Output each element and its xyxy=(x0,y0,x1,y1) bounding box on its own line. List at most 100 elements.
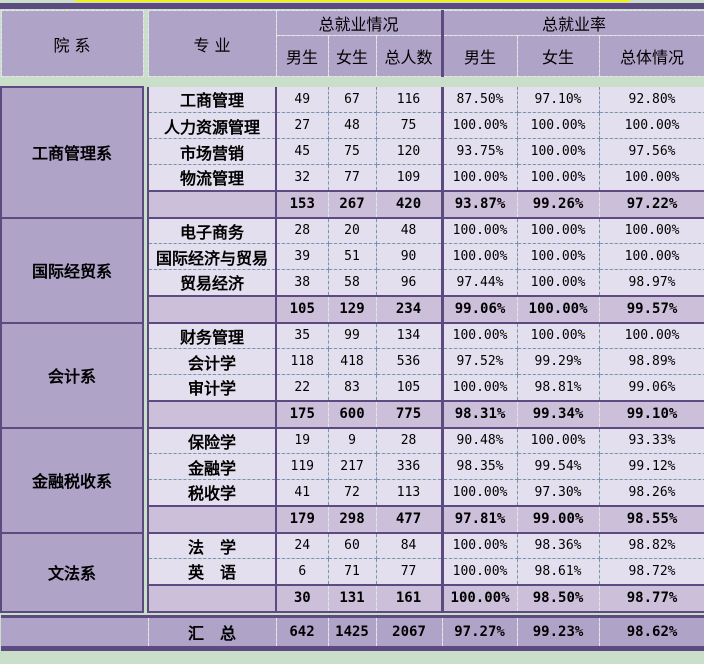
value-cell-rt[interactable]: 98.82% xyxy=(599,532,704,559)
major-cell[interactable]: 税收学 xyxy=(147,479,277,506)
value-cell-t[interactable]: 336 xyxy=(376,453,444,480)
value-cell-m[interactable]: 39 xyxy=(276,243,329,270)
value-cell-rm[interactable]: 100.00% xyxy=(442,112,518,139)
grand-total-cell-rf[interactable]: 99.23% xyxy=(517,615,600,651)
major-cell[interactable]: 国际经济与贸易 xyxy=(147,243,277,270)
subtotal-cell-t[interactable]: 234 xyxy=(376,294,444,324)
value-cell-rf[interactable]: 99.54% xyxy=(517,453,600,480)
value-cell-t[interactable]: 109 xyxy=(376,164,444,191)
subtotal-cell-rm[interactable]: 98.31% xyxy=(442,399,518,429)
value-cell-rf[interactable]: 100.00% xyxy=(517,164,600,191)
value-cell-f[interactable]: 58 xyxy=(328,269,377,296)
value-cell-t[interactable]: 536 xyxy=(376,348,444,375)
dept-cell[interactable]: 文法系 xyxy=(0,531,144,613)
major-cell[interactable]: 保险学 xyxy=(147,427,277,454)
value-cell-rm[interactable]: 100.00% xyxy=(442,164,518,191)
value-cell-rt[interactable]: 92.80% xyxy=(599,86,704,113)
value-cell-rt[interactable]: 100.00% xyxy=(599,164,704,191)
value-cell-rt[interactable]: 98.89% xyxy=(599,348,704,375)
major-cell[interactable]: 财务管理 xyxy=(147,322,277,349)
value-cell-f[interactable]: 72 xyxy=(328,479,377,506)
subtotal-cell-rf[interactable]: 99.00% xyxy=(517,504,600,534)
value-cell-rf[interactable]: 100.00% xyxy=(517,269,600,296)
value-cell-t[interactable]: 75 xyxy=(376,112,444,139)
subtotal-label-cell[interactable] xyxy=(147,504,277,534)
value-cell-m[interactable]: 24 xyxy=(276,532,329,559)
major-cell[interactable]: 人力资源管理 xyxy=(147,112,277,139)
grand-total-blank[interactable] xyxy=(1,615,149,651)
value-cell-t[interactable]: 116 xyxy=(376,86,444,113)
subtotal-cell-t[interactable]: 477 xyxy=(376,504,444,534)
grand-total-cell-f[interactable]: 1425 xyxy=(328,615,377,651)
dept-cell[interactable]: 工商管理系 xyxy=(0,85,144,219)
value-cell-t[interactable]: 96 xyxy=(376,269,444,296)
value-cell-t[interactable]: 90 xyxy=(376,243,444,270)
major-cell[interactable]: 电子商务 xyxy=(147,217,277,244)
value-cell-rt[interactable]: 99.12% xyxy=(599,453,704,480)
subtotal-cell-t[interactable]: 775 xyxy=(376,399,444,429)
value-cell-rt[interactable]: 98.97% xyxy=(599,269,704,296)
value-cell-rm[interactable]: 90.48% xyxy=(442,427,518,454)
value-cell-rt[interactable]: 100.00% xyxy=(599,217,704,244)
value-cell-rm[interactable]: 100.00% xyxy=(442,243,518,270)
value-cell-f[interactable]: 99 xyxy=(328,322,377,349)
value-cell-f[interactable]: 67 xyxy=(328,86,377,113)
value-cell-m[interactable]: 27 xyxy=(276,112,329,139)
subtotal-label-cell[interactable] xyxy=(147,583,277,613)
subtotal-cell-rf[interactable]: 99.34% xyxy=(517,399,600,429)
subtotal-cell-t[interactable]: 161 xyxy=(376,583,444,613)
subtotal-cell-m[interactable]: 179 xyxy=(276,504,329,534)
value-cell-m[interactable]: 119 xyxy=(276,453,329,480)
value-cell-f[interactable]: 418 xyxy=(328,348,377,375)
subtotal-cell-f[interactable]: 131 xyxy=(328,583,377,613)
value-cell-rt[interactable]: 98.72% xyxy=(599,558,704,585)
value-cell-m[interactable]: 41 xyxy=(276,479,329,506)
value-cell-rf[interactable]: 100.00% xyxy=(517,427,600,454)
subtotal-cell-m[interactable]: 153 xyxy=(276,189,329,219)
grand-total-cell-rm[interactable]: 97.27% xyxy=(442,615,518,651)
value-cell-t[interactable]: 28 xyxy=(376,427,444,454)
value-cell-rm[interactable]: 98.35% xyxy=(442,453,518,480)
value-cell-f[interactable]: 51 xyxy=(328,243,377,270)
major-cell[interactable]: 审计学 xyxy=(147,374,277,401)
value-cell-f[interactable]: 75 xyxy=(328,138,377,165)
value-cell-rf[interactable]: 98.61% xyxy=(517,558,600,585)
grand-total-cell-t[interactable]: 2067 xyxy=(376,615,443,651)
value-cell-rm[interactable]: 100.00% xyxy=(442,479,518,506)
value-cell-rf[interactable]: 100.00% xyxy=(517,217,600,244)
subtotal-cell-rf[interactable]: 99.26% xyxy=(517,189,600,219)
value-cell-t[interactable]: 48 xyxy=(376,217,444,244)
value-cell-rt[interactable]: 99.06% xyxy=(599,374,704,401)
subtotal-cell-rt[interactable]: 97.22% xyxy=(599,189,704,219)
value-cell-m[interactable]: 28 xyxy=(276,217,329,244)
subtotal-cell-f[interactable]: 600 xyxy=(328,399,377,429)
grand-total-label[interactable]: 汇 总 xyxy=(148,615,277,651)
value-cell-rf[interactable]: 100.00% xyxy=(517,243,600,270)
value-cell-t[interactable]: 120 xyxy=(376,138,444,165)
subtotal-cell-f[interactable]: 129 xyxy=(328,294,377,324)
value-cell-rf[interactable]: 97.30% xyxy=(517,479,600,506)
subtotal-cell-rm[interactable]: 100.00% xyxy=(442,583,518,613)
value-cell-m[interactable]: 6 xyxy=(276,558,329,585)
value-cell-m[interactable]: 19 xyxy=(276,427,329,454)
value-cell-m[interactable]: 45 xyxy=(276,138,329,165)
value-cell-rm[interactable]: 93.75% xyxy=(442,138,518,165)
major-cell[interactable]: 法 学 xyxy=(147,532,277,559)
value-cell-f[interactable]: 9 xyxy=(328,427,377,454)
subtotal-cell-rt[interactable]: 99.57% xyxy=(599,294,704,324)
major-cell[interactable]: 金融学 xyxy=(147,453,277,480)
value-cell-f[interactable]: 60 xyxy=(328,532,377,559)
value-cell-m[interactable]: 118 xyxy=(276,348,329,375)
subtotal-cell-m[interactable]: 175 xyxy=(276,399,329,429)
subtotal-cell-m[interactable]: 105 xyxy=(276,294,329,324)
value-cell-m[interactable]: 35 xyxy=(276,322,329,349)
value-cell-rm[interactable]: 87.50% xyxy=(442,86,518,113)
major-cell[interactable]: 会计学 xyxy=(147,348,277,375)
subtotal-cell-rm[interactable]: 93.87% xyxy=(442,189,518,219)
value-cell-f[interactable]: 48 xyxy=(328,112,377,139)
subtotal-label-cell[interactable] xyxy=(147,399,277,429)
subtotal-label-cell[interactable] xyxy=(147,189,277,219)
value-cell-rt[interactable]: 98.26% xyxy=(599,479,704,506)
value-cell-rf[interactable]: 98.36% xyxy=(517,532,600,559)
value-cell-rm[interactable]: 100.00% xyxy=(442,217,518,244)
